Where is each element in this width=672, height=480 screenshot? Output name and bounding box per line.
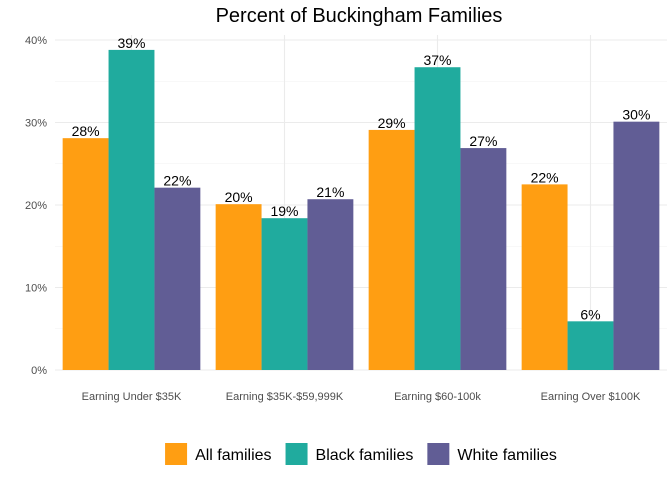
data-label: 27% (469, 133, 497, 149)
data-label: 20% (225, 189, 253, 205)
data-label: 37% (423, 52, 451, 68)
data-label: 21% (316, 184, 344, 200)
data-label: 29% (378, 115, 406, 131)
y-tick-label: 10% (25, 283, 47, 295)
y-tick-label: 20% (25, 200, 47, 212)
legend-label: Black families (316, 447, 414, 464)
y-tick-label: 30% (25, 118, 47, 130)
data-label: 22% (531, 169, 559, 185)
data-label: 39% (117, 35, 145, 51)
bar (307, 199, 354, 370)
bar (368, 129, 415, 370)
y-axis: 0% 10% 20% 30% 40% (25, 35, 47, 377)
legend-swatch (427, 443, 450, 465)
data-label: 6% (580, 306, 600, 322)
data-label: 30% (622, 107, 650, 123)
legend-swatch (165, 443, 188, 465)
chart-title: Percent of Buckingham Families (216, 5, 503, 27)
x-tick-label: Earning $35K-$59,999K (226, 391, 344, 403)
bar (62, 138, 109, 370)
bar (215, 204, 262, 370)
x-tick-label: Earning Under $35K (82, 391, 182, 403)
x-tick-label: Earning $60-100k (394, 391, 481, 403)
x-tick-label: Earning Over $100K (541, 391, 641, 403)
legend-label: White families (457, 447, 557, 464)
data-label: 19% (270, 203, 298, 219)
data-label: 28% (72, 123, 100, 139)
bars-layer (62, 49, 660, 371)
bar (521, 184, 568, 371)
bar (567, 321, 614, 370)
y-tick-label: 0% (31, 365, 47, 377)
legend-swatch (285, 443, 308, 465)
bar (613, 121, 660, 370)
legend-label: All families (195, 447, 271, 464)
bar (154, 187, 201, 370)
bar (261, 218, 308, 370)
data-label: 22% (163, 173, 191, 189)
y-tick-label: 40% (25, 35, 47, 47)
legend: All families Black families White families (165, 443, 557, 465)
bar (414, 67, 461, 370)
data-labels-layer: 28% 39% 22% 20% 19% 21% 29% 37% 27% 22% 6% 30% (72, 35, 651, 322)
x-axis: Earning Under $35K Earning $35K-$59,999K E… (82, 391, 641, 403)
bar (460, 148, 507, 370)
bar (108, 49, 155, 371)
